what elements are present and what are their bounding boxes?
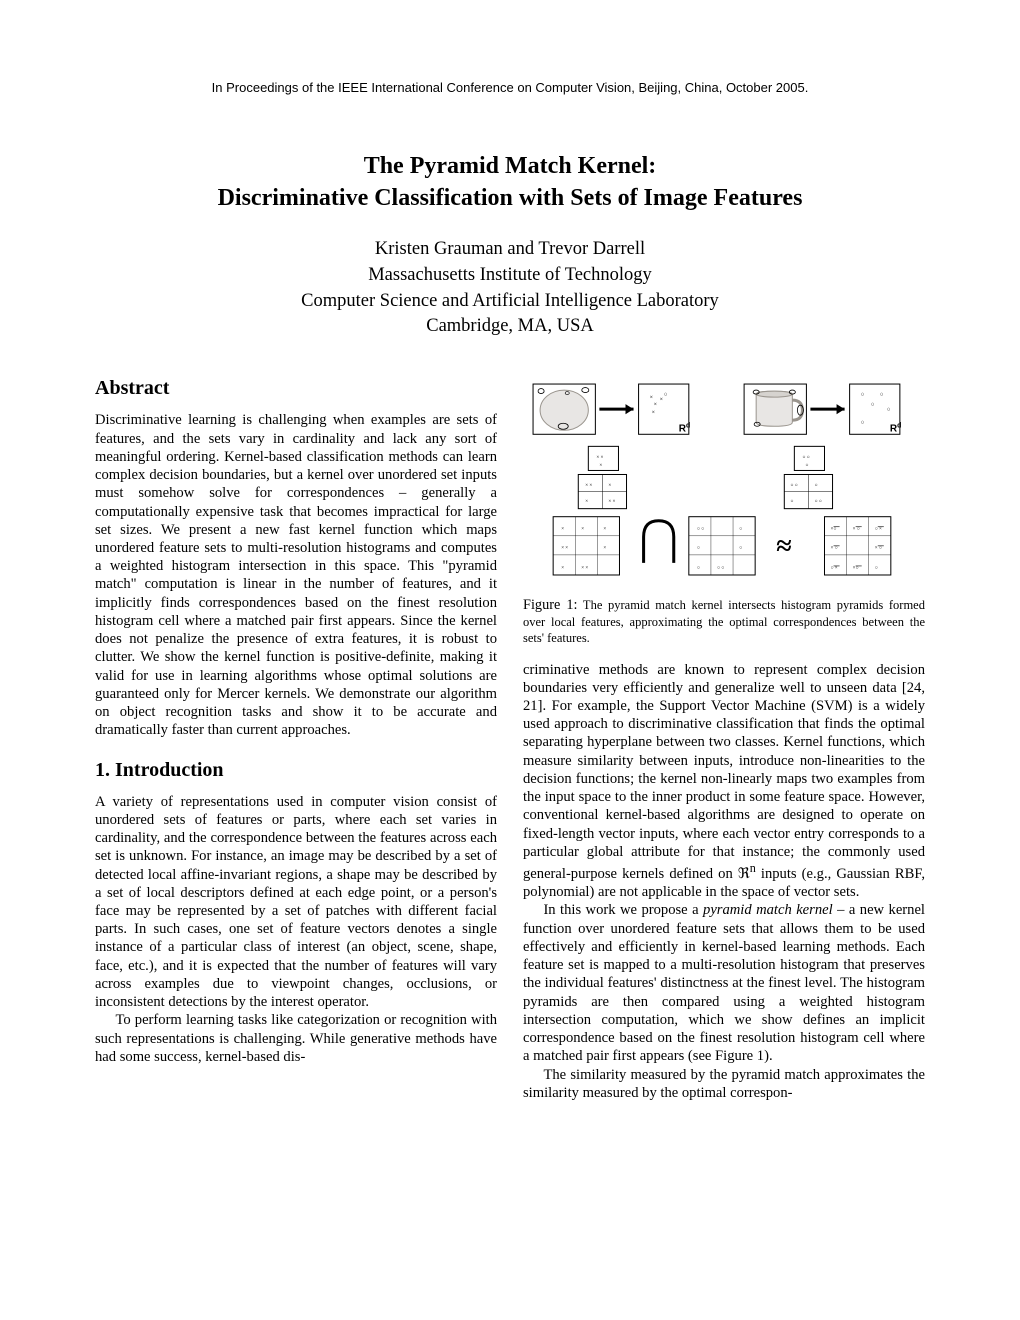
intro-paragraph-2: To perform learning tasks like categoriz… <box>95 1011 497 1066</box>
svg-text:×: × <box>561 566 564 571</box>
svg-text:○: ○ <box>814 484 817 489</box>
svg-text:× ○: × ○ <box>875 546 882 551</box>
svg-text:○: ○ <box>790 500 793 505</box>
fig-top-left-features: × × × ○ × Rd <box>639 384 691 434</box>
paper-title: The Pyramid Match Kernel: Discriminative… <box>95 150 925 215</box>
svg-text:×: × <box>603 527 606 532</box>
figure-1-caption: Figure 1: The pyramid match kernel inter… <box>523 597 925 646</box>
right-column: × × × ○ × Rd <box>523 376 925 1102</box>
fig-top-right-features: ○ ○ ○ ○ ○ Rd <box>850 384 902 434</box>
figure-1-label: Figure 1: <box>523 597 578 613</box>
svg-text:○: ○ <box>861 421 865 427</box>
abstract-heading: Abstract <box>95 376 497 401</box>
fig-pyramid-right-bottom: ○ ○ ○ ○ ○ ○ ○ ○ <box>689 517 755 575</box>
svg-text:○ ○: ○ ○ <box>697 527 704 532</box>
intersection-symbol-icon <box>644 521 674 563</box>
svg-text:○: ○ <box>880 392 884 398</box>
svg-text:×: × <box>585 500 588 505</box>
authors-location: Cambridge, MA, USA <box>426 316 594 336</box>
title-line-2: Discriminative Classification with Sets … <box>218 185 803 211</box>
svg-text:○ ○: ○ ○ <box>717 566 724 571</box>
svg-text:× ×: × × <box>585 484 592 489</box>
title-line-1: The Pyramid Match Kernel: <box>364 153 657 179</box>
right-p1-a: criminative methods are known to represe… <box>523 662 925 882</box>
svg-text:× ○: × ○ <box>853 527 860 532</box>
authors-affiliation-1: Massachusetts Institute of Technology <box>368 265 652 285</box>
figure-1: × × × ○ × Rd <box>523 376 925 587</box>
svg-text:×○: ×○ <box>831 527 837 532</box>
svg-text:○: ○ <box>739 527 742 532</box>
authors-block: Kristen Grauman and Trevor Darrell Massa… <box>95 237 925 341</box>
svg-text:○ ×: ○ × <box>875 527 882 532</box>
svg-text:○: ○ <box>697 566 700 571</box>
svg-text:○: ○ <box>805 464 808 469</box>
fig-pyramid-left-top: × × × <box>588 447 618 471</box>
svg-text:○ ○: ○ ○ <box>790 484 797 489</box>
authors-names: Kristen Grauman and Trevor Darrell <box>375 239 645 259</box>
abstract-paragraph: Discriminative learning is challenging w… <box>95 411 497 739</box>
two-column-body: Abstract Discriminative learning is chal… <box>95 376 925 1102</box>
svg-text:○ ○: ○ ○ <box>814 500 821 505</box>
svg-text:○: ○ <box>871 402 875 408</box>
svg-text:×: × <box>561 527 564 532</box>
fig-top-right-object <box>744 384 806 434</box>
fig-pyramid-left-mid: × × × × × × <box>578 475 626 509</box>
svg-text:○: ○ <box>697 546 700 551</box>
right-paragraph-3: The similarity measured by the pyramid m… <box>523 1066 925 1102</box>
svg-text:○ ×: ○ × <box>831 566 838 571</box>
right-p2-b: – a new kernel function over unordered f… <box>523 902 925 1064</box>
right-p2-a: In this work we propose a <box>543 902 703 918</box>
svg-text:○: ○ <box>664 392 668 398</box>
svg-text:○ ○: ○ ○ <box>802 456 809 461</box>
svg-text:× ×: × × <box>581 566 588 571</box>
fig-pyramid-left-bottom: × × × × × × × × × <box>553 517 619 575</box>
authors-affiliation-2: Computer Science and Artificial Intellig… <box>301 291 719 311</box>
svg-text:×○: ×○ <box>853 566 859 571</box>
fig-overlay-bottom: ×○ × ○ ○ × × ○ × ○ ○ × ×○ ○ <box>824 517 890 575</box>
svg-text:×: × <box>650 395 653 401</box>
svg-text:×: × <box>660 397 663 403</box>
svg-text:○: ○ <box>887 408 891 414</box>
right-paragraph-1: criminative methods are known to represe… <box>523 661 925 902</box>
paper-page: In Proceedings of the IEEE International… <box>0 0 1020 1162</box>
svg-text:×: × <box>581 527 584 532</box>
svg-text:×: × <box>599 464 602 469</box>
svg-text:○: ○ <box>861 392 865 398</box>
figure-1-svg: × × × ○ × Rd <box>523 376 925 587</box>
svg-text:×: × <box>603 546 606 551</box>
intro-paragraph-1: A variety of representations used in com… <box>95 793 497 1012</box>
svg-text:×: × <box>608 484 611 489</box>
svg-text:○: ○ <box>739 546 742 551</box>
svg-text:× ×: × × <box>561 546 568 551</box>
right-p2-em: pyramid match kernel <box>703 902 833 918</box>
svg-text:× ×: × × <box>608 500 615 505</box>
left-column: Abstract Discriminative learning is chal… <box>95 376 497 1102</box>
fig-top-left-object <box>533 384 595 434</box>
svg-text:× ○: × ○ <box>831 546 838 551</box>
introduction-heading: 1. Introduction <box>95 758 497 783</box>
svg-text:○: ○ <box>875 566 878 571</box>
svg-text:×: × <box>654 402 657 408</box>
fig-pyramid-right-mid: ○ ○ ○ ○ ○ ○ <box>784 475 832 509</box>
fig-pyramid-right-top: ○ ○ ○ <box>794 447 824 471</box>
right-paragraph-2: In this work we propose a pyramid match … <box>523 901 925 1065</box>
approx-symbol-icon: ≈ <box>776 531 791 562</box>
proceedings-line: In Proceedings of the IEEE International… <box>95 80 925 95</box>
figure-1-caption-text: The pyramid match kernel intersects hist… <box>523 598 925 644</box>
svg-text:×: × <box>652 411 655 417</box>
svg-text:× ×: × × <box>596 456 603 461</box>
